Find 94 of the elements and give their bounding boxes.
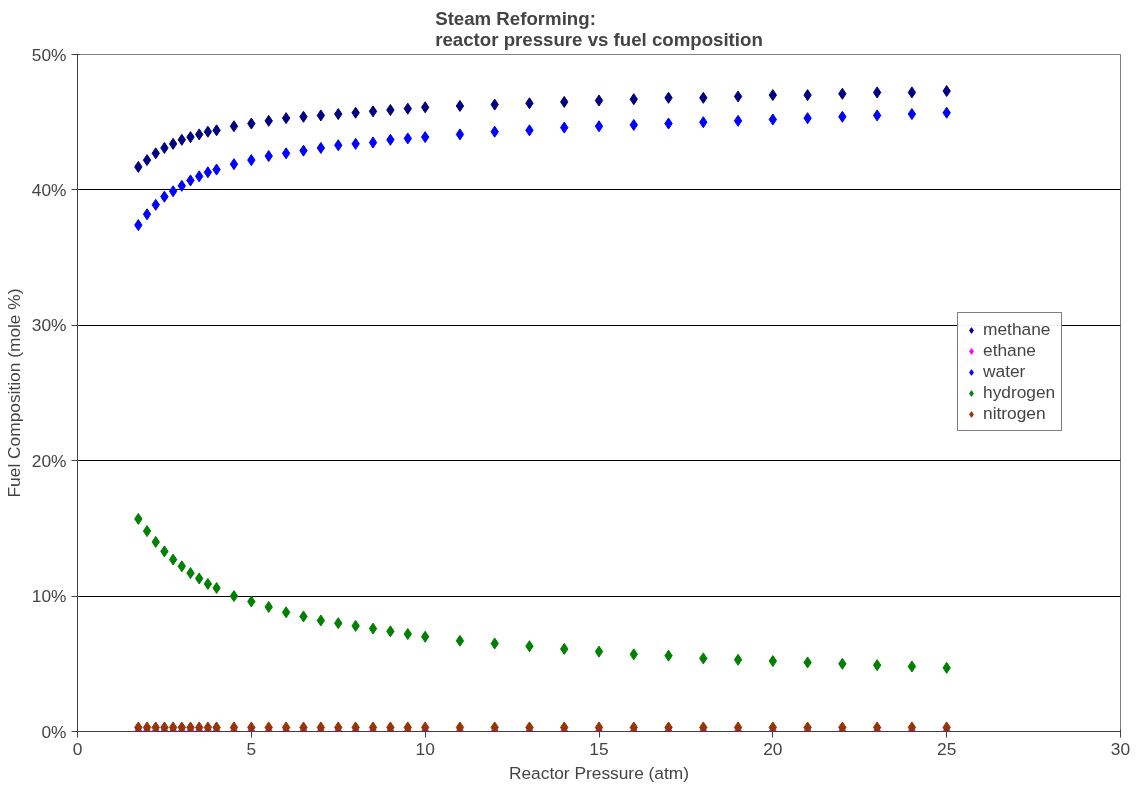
point xyxy=(594,94,604,107)
point xyxy=(368,721,378,732)
point xyxy=(768,721,777,732)
point xyxy=(264,721,273,732)
point xyxy=(281,147,291,160)
point xyxy=(403,721,412,732)
point xyxy=(142,525,152,538)
point xyxy=(212,721,221,732)
y-tick-label: 40% xyxy=(31,179,67,200)
point xyxy=(177,721,186,732)
point xyxy=(386,721,395,732)
y-tick-label: 20% xyxy=(31,450,67,471)
point xyxy=(803,721,812,732)
point xyxy=(838,721,847,732)
point xyxy=(195,721,204,732)
point xyxy=(907,660,917,673)
legend-label: ethane xyxy=(983,340,1036,361)
point xyxy=(560,721,569,732)
point xyxy=(168,137,178,150)
x-tick-label: 15 xyxy=(589,738,609,759)
point xyxy=(907,721,917,732)
point xyxy=(316,614,326,627)
point xyxy=(872,109,882,122)
y-tick-label: 0% xyxy=(41,721,67,742)
point xyxy=(229,721,239,732)
point xyxy=(907,86,917,99)
point xyxy=(942,721,951,732)
point xyxy=(142,154,152,167)
point xyxy=(168,185,178,198)
point xyxy=(186,721,195,732)
x-tick-label: 25 xyxy=(937,738,957,759)
point xyxy=(299,721,308,732)
point xyxy=(203,125,213,138)
point xyxy=(316,141,326,154)
point xyxy=(733,721,743,732)
x-tick-label: 20 xyxy=(763,738,783,759)
point xyxy=(160,721,169,732)
x-tick-label: 30 xyxy=(1110,738,1131,759)
point xyxy=(229,120,239,133)
point xyxy=(455,721,465,732)
point xyxy=(334,721,343,732)
x-axis-title: Reactor Pressure (atm) xyxy=(508,762,690,783)
point xyxy=(203,166,213,179)
point xyxy=(316,721,326,732)
point xyxy=(281,606,291,619)
point xyxy=(872,86,882,99)
point xyxy=(733,653,743,666)
legend-label: methane xyxy=(983,319,1051,340)
y-axis-title: Fuel Composition (mole %) xyxy=(3,288,24,498)
point xyxy=(203,721,213,732)
point xyxy=(281,721,291,732)
point xyxy=(168,553,178,566)
point xyxy=(733,90,743,103)
point xyxy=(455,634,465,647)
point xyxy=(594,645,604,658)
point xyxy=(134,721,143,732)
point xyxy=(142,208,152,221)
point xyxy=(699,721,708,732)
point xyxy=(455,99,465,112)
x-tick-label: 0 xyxy=(72,738,83,759)
point xyxy=(733,114,743,127)
point xyxy=(368,622,378,635)
y-tick-label: 30% xyxy=(31,315,67,336)
point xyxy=(664,721,673,732)
point xyxy=(229,158,239,171)
point xyxy=(629,721,638,732)
point xyxy=(368,105,378,118)
point xyxy=(525,721,534,732)
point xyxy=(907,108,917,121)
point xyxy=(872,659,882,672)
y-tick-label: 50% xyxy=(31,44,67,65)
point xyxy=(142,721,152,732)
y-tick-label: 10% xyxy=(31,586,67,607)
point xyxy=(247,721,256,732)
x-tick-label: 10 xyxy=(415,738,435,759)
legend-label: hydrogen xyxy=(983,382,1056,403)
point xyxy=(229,590,239,603)
point xyxy=(281,112,291,125)
point xyxy=(490,721,499,732)
legend-label: nitrogen xyxy=(983,403,1046,424)
point xyxy=(594,721,604,732)
point xyxy=(594,120,604,133)
point xyxy=(351,721,360,732)
x-tick-label: 5 xyxy=(246,738,257,759)
point xyxy=(455,128,465,141)
point xyxy=(203,577,213,590)
point xyxy=(316,109,326,122)
point xyxy=(151,721,160,732)
legend-label: water xyxy=(983,361,1026,382)
point xyxy=(168,721,178,732)
chart-title: Steam Reforming: reactor pressure vs fuel composition xyxy=(435,7,763,50)
point xyxy=(368,136,378,149)
point xyxy=(421,721,430,732)
point xyxy=(872,721,882,732)
